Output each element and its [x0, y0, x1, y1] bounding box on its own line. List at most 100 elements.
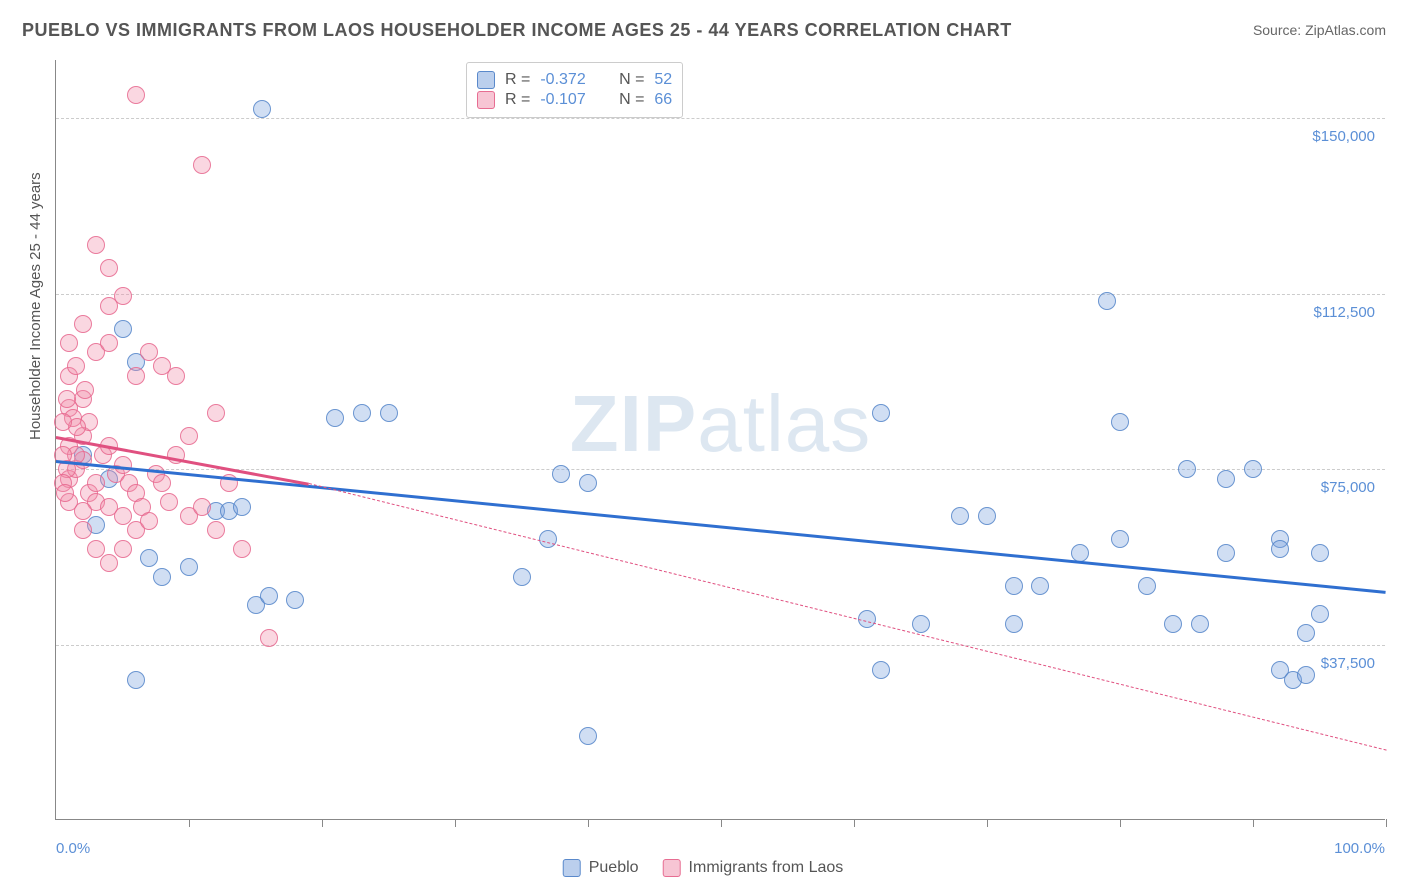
data-point [100, 554, 118, 572]
data-point [353, 404, 371, 422]
data-point [1311, 544, 1329, 562]
data-point [160, 493, 178, 511]
data-point [140, 343, 158, 361]
source-label: Source: [1253, 22, 1305, 38]
stats-swatch [477, 91, 495, 109]
data-point [127, 367, 145, 385]
x-tick [455, 819, 456, 827]
data-point [579, 474, 597, 492]
y-tick-label: $75,000 [1321, 479, 1375, 496]
x-tick [1120, 819, 1121, 827]
stats-n-label: N = [619, 91, 644, 109]
x-tick [1253, 819, 1254, 827]
data-point [60, 334, 78, 352]
x-tick [987, 819, 988, 827]
data-point [253, 100, 271, 118]
stats-n-value: 66 [654, 91, 672, 109]
x-tick [588, 819, 589, 827]
watermark-light: atlas [697, 379, 871, 468]
data-point [180, 427, 198, 445]
data-point [74, 502, 92, 520]
data-point [180, 558, 198, 576]
x-tick [854, 819, 855, 827]
legend-label-laos: Immigrants from Laos [689, 859, 844, 877]
data-point [1311, 605, 1329, 623]
data-point [872, 661, 890, 679]
legend-label-pueblo: Pueblo [589, 859, 639, 877]
data-point [74, 521, 92, 539]
data-point [207, 404, 225, 422]
data-point [167, 367, 185, 385]
data-point [54, 413, 72, 431]
data-point [1297, 666, 1315, 684]
watermark-bold: ZIP [570, 379, 697, 468]
x-tick [721, 819, 722, 827]
data-point [1098, 292, 1116, 310]
y-axis-label: Householder Income Ages 25 - 44 years [27, 172, 44, 440]
data-point [100, 334, 118, 352]
data-point [326, 409, 344, 427]
data-point [114, 507, 132, 525]
data-point [87, 236, 105, 254]
data-point [951, 507, 969, 525]
data-point [76, 381, 94, 399]
data-point [978, 507, 996, 525]
stats-swatch [477, 71, 495, 89]
data-point [1271, 540, 1289, 558]
x-tick [1386, 819, 1387, 827]
source-value: ZipAtlas.com [1305, 22, 1386, 38]
data-point [286, 591, 304, 609]
data-point [1217, 470, 1235, 488]
data-point [1178, 460, 1196, 478]
legend-swatch-blue [563, 859, 581, 877]
data-point [1164, 615, 1182, 633]
stats-r-value: -0.372 [540, 71, 585, 89]
trendline-dashed [309, 483, 1387, 751]
x-tick [322, 819, 323, 827]
data-point [380, 404, 398, 422]
legend-item-laos: Immigrants from Laos [663, 859, 844, 877]
gridline [56, 645, 1385, 646]
x-tick-label-min: 0.0% [56, 840, 90, 857]
data-point [233, 498, 251, 516]
data-point [127, 671, 145, 689]
data-point [552, 465, 570, 483]
legend-swatch-pink [663, 859, 681, 877]
data-point [193, 498, 211, 516]
chart-title: PUEBLO VS IMMIGRANTS FROM LAOS HOUSEHOLD… [22, 20, 1012, 41]
stats-r-label: R = [505, 91, 530, 109]
data-point [193, 156, 211, 174]
legend: Pueblo Immigrants from Laos [563, 859, 844, 877]
data-point [114, 320, 132, 338]
stats-r-value: -0.107 [540, 91, 585, 109]
data-point [579, 727, 597, 745]
data-point [1217, 544, 1235, 562]
gridline [56, 294, 1385, 295]
data-point [1297, 624, 1315, 642]
data-point [56, 484, 74, 502]
data-point [1138, 577, 1156, 595]
gridline [56, 118, 1385, 119]
data-point [1005, 615, 1023, 633]
data-point [207, 521, 225, 539]
stats-n-value: 52 [654, 71, 672, 89]
data-point [153, 568, 171, 586]
plot-area: ZIPatlas $37,500$75,000$112,500$150,0000… [55, 60, 1385, 820]
data-point [100, 259, 118, 277]
data-point [114, 456, 132, 474]
y-tick-label: $150,000 [1312, 128, 1375, 145]
stats-r-label: R = [505, 71, 530, 89]
x-tick [189, 819, 190, 827]
data-point [127, 86, 145, 104]
data-point [1111, 413, 1129, 431]
data-point [140, 549, 158, 567]
data-point [912, 615, 930, 633]
x-tick-label-max: 100.0% [1334, 840, 1385, 857]
chart-container: PUEBLO VS IMMIGRANTS FROM LAOS HOUSEHOLD… [0, 0, 1406, 892]
data-point [233, 540, 251, 558]
stats-row: R = -0.107 N = 66 [477, 91, 672, 109]
trendline [56, 460, 1386, 593]
data-point [114, 540, 132, 558]
data-point [1005, 577, 1023, 595]
data-point [74, 315, 92, 333]
